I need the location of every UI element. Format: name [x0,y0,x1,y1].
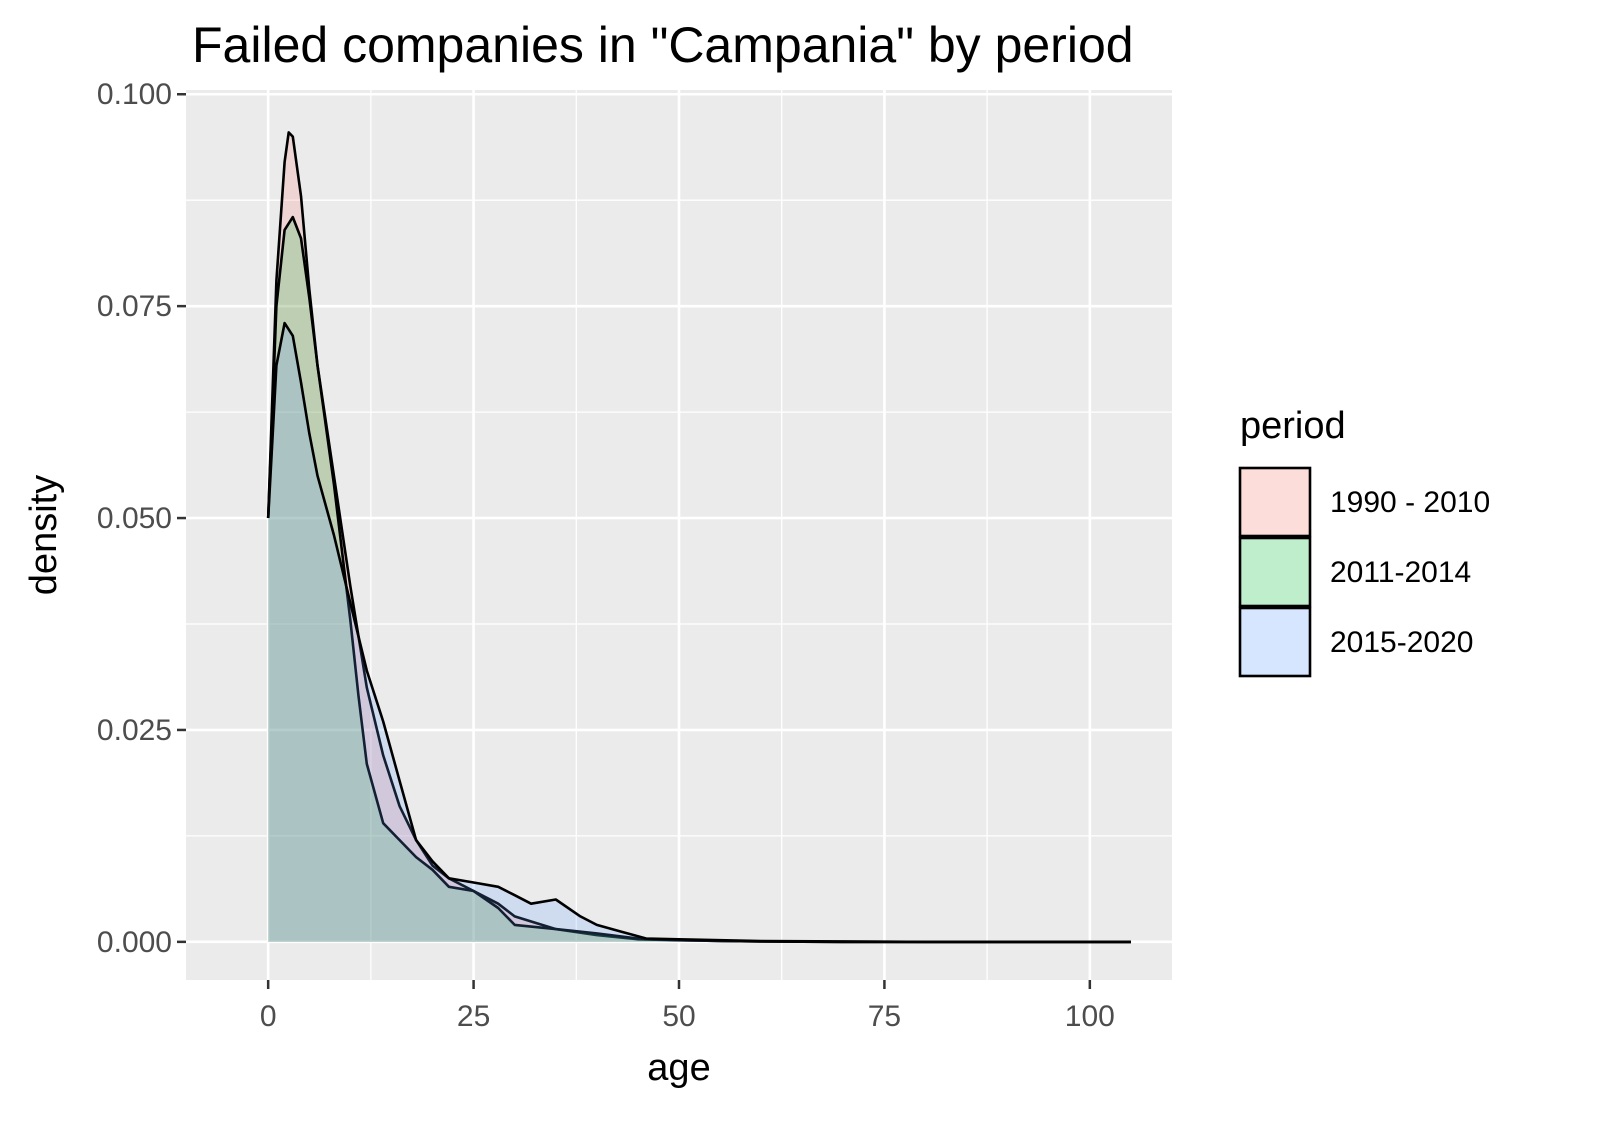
x-axis-title: age [647,1047,710,1089]
legend-key-bg [1240,608,1310,676]
x-tick-label: 25 [457,1000,490,1033]
x-tick-label: 100 [1065,1000,1115,1033]
density-line-3 [266,321,1131,944]
legend-label: 2015-2020 [1330,626,1473,659]
y-tick-label: 0.100 [97,78,172,111]
legend-title: period [1240,405,1346,447]
legend-key-bg [1240,468,1310,536]
legend: period 1990 - 2010 2011-2014 2015-2020 [1238,405,1490,678]
legend-label: 1990 - 2010 [1330,486,1490,519]
x-tick-label: 0 [260,1000,277,1033]
gridlines [186,90,1172,980]
y-tick-label: 0.000 [97,926,172,959]
axes: 0.000 0.025 0.050 0.075 0.100 0 25 50 75 100 [97,78,1115,1033]
y-tick-label: 0.075 [97,290,172,323]
legend-key [1238,606,1312,678]
legend-key-bg [1240,538,1310,606]
density-area-3 [268,323,1131,942]
density-area-2 [268,217,1131,942]
legend-label: 2011-2014 [1330,556,1471,589]
density-area-1 [268,132,1131,942]
chart-title: Failed companies in "Campania" by period [192,17,1134,73]
x-tick-label: 75 [868,1000,901,1033]
y-axis-title: density [23,475,65,595]
legend-key [1238,466,1312,538]
x-tick-label: 50 [662,1000,695,1033]
legend-key [1238,536,1312,608]
density-areas [266,131,1131,944]
y-tick-label: 0.025 [97,714,172,747]
y-tick-label: 0.050 [97,502,172,535]
